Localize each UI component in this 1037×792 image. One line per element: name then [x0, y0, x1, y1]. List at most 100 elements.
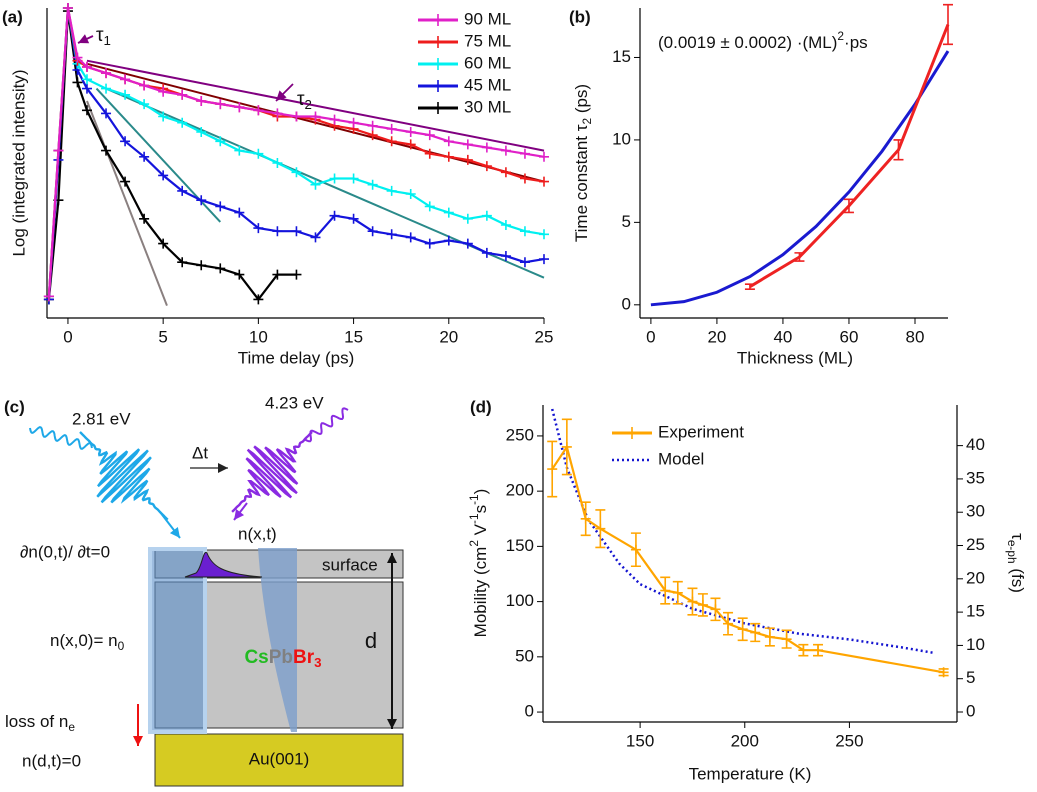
marker	[310, 179, 321, 190]
marker	[481, 247, 492, 258]
marker	[519, 226, 530, 237]
marker	[519, 257, 530, 268]
series-line	[551, 444, 944, 674]
text-part: τ	[96, 25, 104, 46]
marker	[72, 77, 83, 88]
text-part: 1	[104, 33, 111, 48]
series-line	[47, 7, 545, 297]
probe-label: 4.23 eV	[265, 393, 324, 412]
error-bar	[794, 252, 805, 262]
probe-packet	[231, 431, 313, 513]
text-part: V	[471, 523, 490, 540]
legend-label: 75 ML	[464, 31, 511, 50]
text-part: Cs	[244, 647, 268, 668]
marker	[120, 89, 131, 100]
probe-tail	[304, 407, 349, 443]
x-tick-label: 20	[439, 327, 458, 346]
marker	[158, 170, 169, 181]
marker	[310, 232, 321, 243]
y2-tick-label: 35	[966, 468, 985, 487]
text-part: 2	[305, 97, 312, 112]
material-label: CsPbBr3	[244, 647, 321, 670]
marker	[234, 145, 245, 156]
text-part: e	[68, 720, 75, 734]
marker	[139, 151, 150, 162]
x-tick-label: 150	[626, 731, 654, 750]
surface-label: surface	[322, 555, 378, 574]
marker	[539, 229, 549, 240]
marker	[81, 105, 92, 116]
y-tick-label: 50	[515, 646, 534, 665]
marker	[120, 74, 131, 85]
diagram: (c) surface CsPbBr3 d Au(001) 2.81 eV 4.…	[4, 393, 404, 787]
y-tick-label: 200	[506, 481, 534, 500]
x-tick-label: 10	[249, 327, 268, 346]
marker	[405, 127, 416, 137]
marker	[53, 145, 64, 156]
panel-label: (a)	[2, 7, 23, 26]
marker	[215, 201, 226, 212]
pump-tail	[29, 426, 93, 450]
marker	[367, 179, 378, 190]
series-line	[47, 7, 545, 300]
y2-tick-label: 30	[966, 502, 985, 521]
marker	[386, 185, 397, 196]
text-part: τ	[1008, 533, 1027, 540]
marker	[215, 136, 226, 147]
text-part: 0	[118, 639, 125, 653]
y2-tick-label: 20	[966, 568, 985, 587]
series-line	[47, 7, 545, 297]
text-part: 2	[467, 540, 481, 547]
panel-label: (d)	[470, 397, 492, 416]
loss-label: loss of ne	[5, 712, 75, 734]
marker	[81, 74, 92, 85]
text-part: Mobility (cm	[471, 547, 490, 638]
marker	[139, 80, 150, 91]
x-tick-label: 25	[535, 327, 554, 346]
marker	[291, 111, 302, 122]
marker	[101, 145, 112, 156]
y2-tick-label: 10	[966, 635, 985, 654]
marker	[672, 587, 683, 598]
marker	[253, 294, 264, 305]
marker	[500, 251, 511, 261]
text-part: n(x,0)= n	[50, 631, 118, 650]
series-line	[749, 23, 950, 288]
marker	[750, 627, 761, 638]
marker	[462, 238, 473, 249]
y-tick-label: 0	[622, 294, 631, 313]
thickness-label: d	[365, 628, 377, 653]
marker	[253, 223, 264, 234]
marker	[158, 86, 169, 97]
marker	[272, 108, 283, 119]
marker	[367, 130, 378, 141]
marker	[215, 263, 226, 274]
series-line	[47, 10, 297, 302]
marker	[764, 631, 775, 642]
fit-line	[86, 100, 168, 306]
marker	[310, 111, 321, 122]
x-tick-label: 200	[731, 731, 759, 750]
boundary-condition: n(d,t)=0	[22, 751, 81, 770]
marker	[348, 173, 359, 184]
x-axis-label: Temperature (K)	[689, 764, 812, 783]
text-part: Pb	[269, 647, 293, 668]
x-tick-label: 60	[840, 327, 859, 346]
marker	[234, 207, 245, 218]
probe-region	[258, 548, 297, 732]
legend-label: Model	[658, 449, 704, 468]
marker	[405, 232, 416, 243]
marker	[443, 207, 454, 218]
marker	[367, 120, 378, 131]
marker	[386, 136, 397, 147]
marker	[519, 148, 530, 159]
marker	[329, 114, 340, 125]
text-part: e-ph	[1005, 540, 1019, 564]
marker	[177, 89, 188, 100]
series-line	[47, 7, 545, 297]
marker	[481, 142, 492, 153]
marker	[177, 185, 188, 196]
series-line	[650, 50, 950, 307]
text-part: ·ps	[844, 33, 868, 52]
text-part: Br	[293, 647, 315, 668]
